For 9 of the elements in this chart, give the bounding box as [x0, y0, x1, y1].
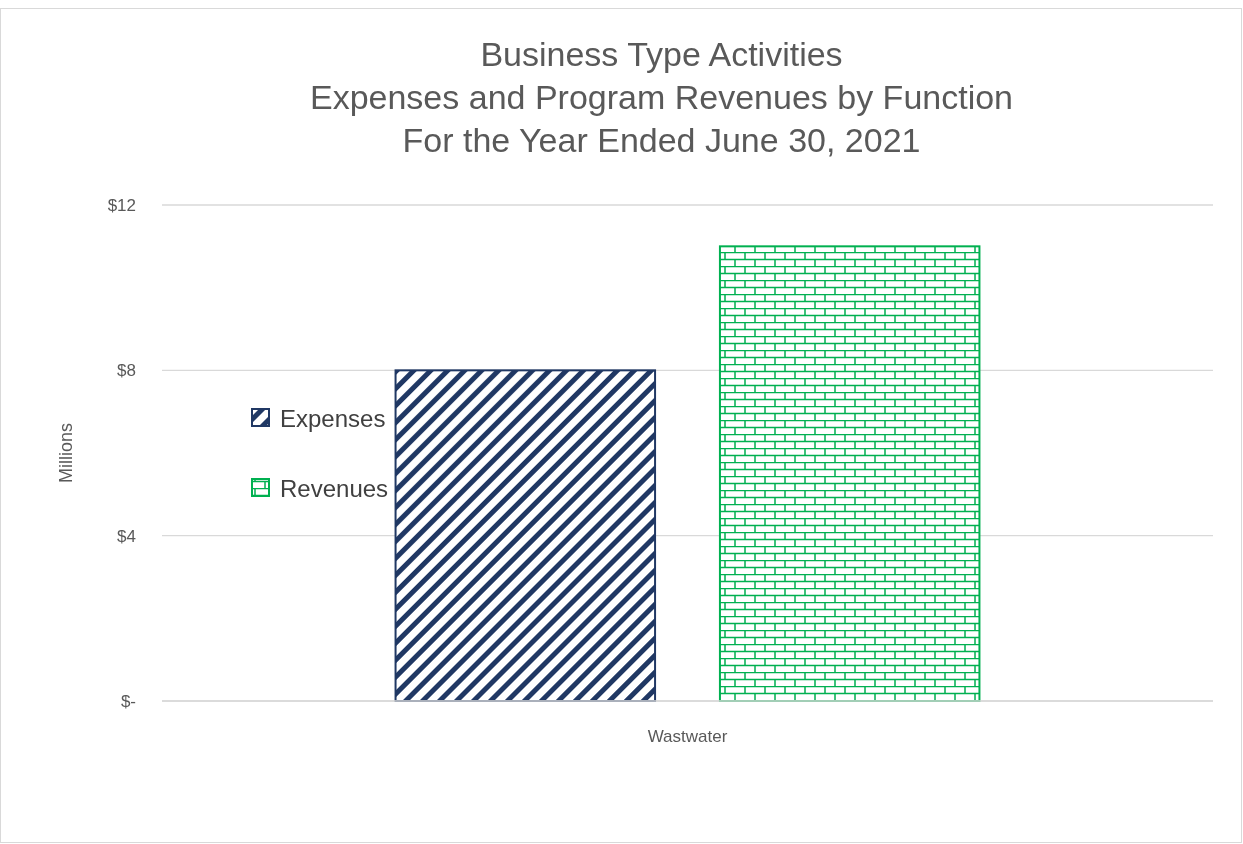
- y-tick-label: $8: [117, 361, 136, 381]
- y-tick-label: $-: [120, 692, 136, 711]
- y-tick-label: $4: [117, 526, 136, 546]
- x-tick-label: Wastwater: [647, 727, 728, 746]
- y-tick-label: $12: [107, 196, 136, 215]
- legend-label: Expenses: [280, 405, 386, 432]
- y-axis-title: Millions: [56, 422, 76, 484]
- chart-title: Business Type Activities Expenses and Program Revenues by Function For the Year Ended June 30, 2021: [309, 35, 1014, 159]
- legend-label: Revenues: [280, 475, 389, 502]
